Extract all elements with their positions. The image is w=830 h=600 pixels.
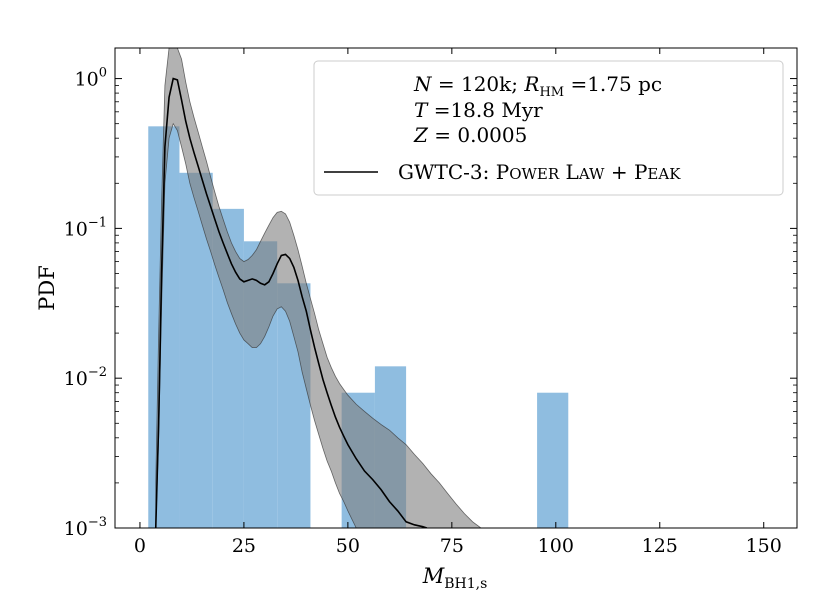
annotation-line-1: N = 120k; RHM =1.75 pc [413,72,662,100]
annotation-line-3: Z = 0.0005 [413,123,527,147]
x-axis-label: MBH1,s [422,564,488,592]
x-axis-ticks: 0 25 50 75 100 125 150 [134,48,782,557]
y-tick-label: 10−1 [64,215,107,240]
x-axis-label-main: M [422,564,445,588]
x-tick-label: 0 [134,535,146,557]
plot-area [148,48,569,528]
y-axis-ticks: 10−3 10−2 10−1 100 [64,66,797,540]
x-tick-label: 150 [746,535,782,557]
x-axis-label-sub: BH1,s [444,576,487,592]
legend-box [313,60,784,196]
histogram-bar-9 [537,392,569,528]
series-line-group [154,77,428,528]
y-tick-label: 10−3 [64,515,107,540]
confidence-band [155,48,486,528]
x-tick-label: 125 [642,535,678,557]
series-line-gwtc3 [154,77,428,528]
x-tick-label: 75 [440,535,464,557]
legend-entry-label: GWTC-3: POWER LAW + PEAK [398,160,681,184]
y-tick-label: 100 [75,66,107,91]
x-tick-label: 25 [232,535,256,557]
y-tick-label: 10−2 [64,365,107,390]
y-axis-label: PDF [35,265,59,311]
legend: N = 120k; RHM =1.75 pc T =18.8 Myr Z = 0… [313,60,784,196]
confidence-band-group [155,48,486,528]
annotation-line-2: T =18.8 Myr [414,98,543,122]
x-tick-label: 50 [336,535,360,557]
x-tick-label: 100 [538,535,574,557]
